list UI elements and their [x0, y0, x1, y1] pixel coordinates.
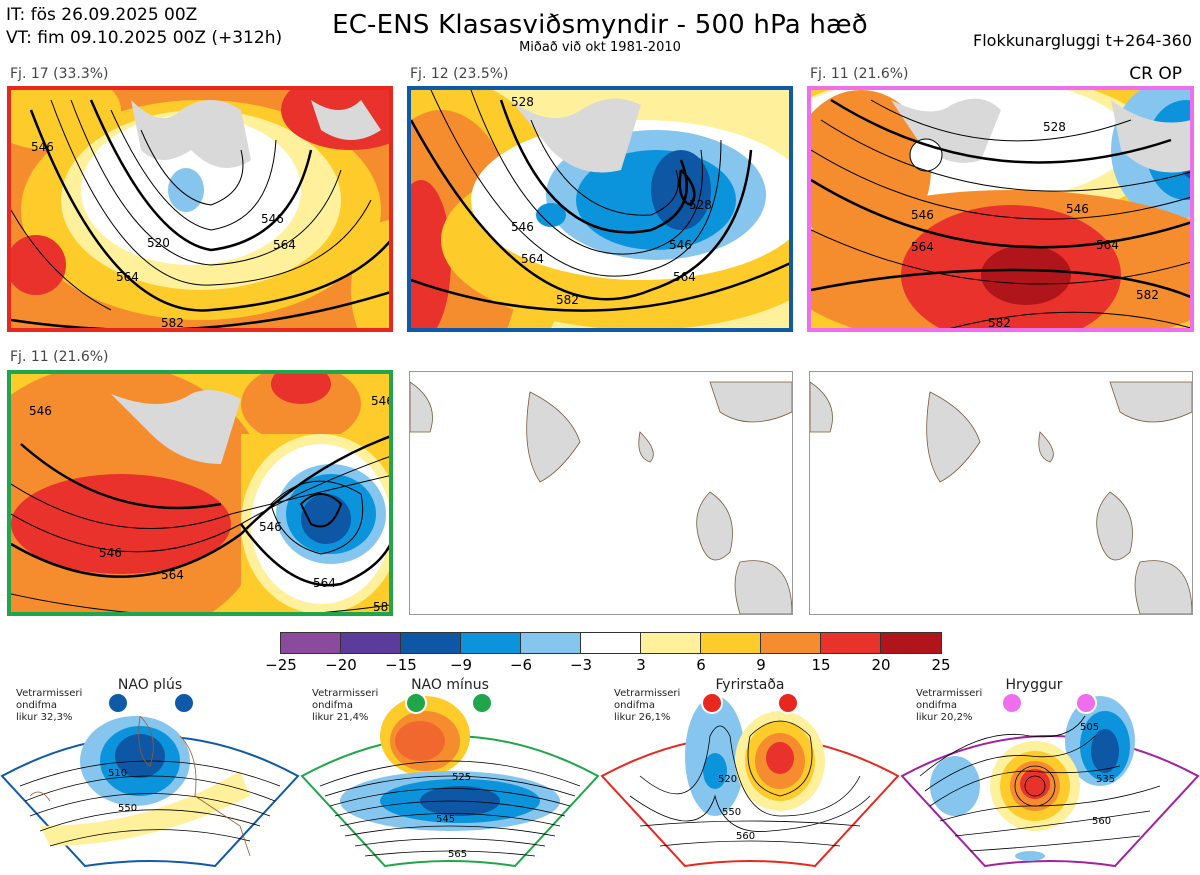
regime-note: Vetrarmisseri ondifma likur 20,2%	[916, 688, 983, 723]
regime-nao-plus: 510 550	[0, 676, 300, 871]
regime-contour-label: 560	[736, 831, 756, 842]
empty-map-panel	[809, 371, 1193, 615]
clustering-window: Flokkunargluggi t+264-360	[973, 31, 1192, 50]
colorbar-tick: −9	[449, 656, 473, 674]
regime-contour-label: 565	[448, 849, 468, 860]
regime-note: Vetrarmisseri ondifma likur 21,4%	[312, 688, 379, 723]
contour-label: 564	[116, 270, 139, 284]
empty-map-panel	[409, 371, 793, 615]
contour-label: 564	[273, 238, 296, 252]
colorbar-tick: −25	[265, 656, 297, 674]
colorbar-swatch	[401, 633, 461, 653]
regime-title: Fyrirstaða	[715, 677, 785, 693]
regime-title: NAO mínus	[411, 677, 489, 693]
colorbar-tick: −15	[385, 656, 417, 674]
crop-label: CR OP	[1129, 64, 1182, 84]
contour-label: 582	[373, 600, 389, 614]
regime-title: NAO plús	[117, 677, 183, 693]
contour-label: 546	[259, 520, 282, 534]
cluster-3-label: Fj. 11 (21.6%)	[810, 66, 909, 82]
colorbar-swatch	[821, 633, 881, 653]
colorbar-swatch	[581, 633, 641, 653]
regime-contour-label: 545	[436, 814, 456, 825]
colorbar-swatch	[341, 633, 401, 653]
header-info: IT: fös 26.09.2025 00Z VT: fim 09.10.202…	[6, 4, 282, 50]
contour-label: 564	[911, 240, 934, 254]
page-title: EC-ENS Klasasviðsmyndir - 500 hPa hæð	[332, 10, 868, 40]
regime-contour-label: 550	[722, 807, 742, 818]
colorbar-tick: 9	[756, 656, 766, 674]
colorbar-swatch	[701, 633, 761, 653]
regime-nao-minus: 525 545 565	[300, 676, 600, 871]
cluster-2-map[interactable]: 528 546 528 564 546 564 582	[407, 86, 793, 332]
regime-ridge: 505 535 560	[900, 676, 1200, 871]
contour-label: 582	[161, 316, 184, 330]
colorbar	[280, 632, 942, 654]
contour-label: 546	[29, 404, 52, 418]
colorbar-swatch	[461, 633, 521, 653]
colorbar-tick: 15	[811, 656, 831, 674]
contour-label: 564	[521, 252, 544, 266]
colorbar-swatch	[761, 633, 821, 653]
regime-contour-label: 520	[718, 774, 738, 785]
contour-label: 528	[689, 198, 712, 212]
regime-contour-label: 505	[1080, 722, 1100, 733]
regime-blocking: 520 550 560	[600, 676, 900, 871]
regime-note: Vetrarmisseri ondifma likur 26,1%	[614, 688, 681, 723]
colorbar-swatch	[881, 633, 941, 653]
cluster-1-map[interactable]: 546 520 546 564 582 564	[7, 86, 393, 332]
colorbar-tick: 3	[636, 656, 646, 674]
contour-label: 564	[161, 568, 184, 582]
cluster-1-label: Fj. 17 (33.3%)	[10, 66, 109, 82]
initial-time: IT: fös 26.09.2025 00Z	[6, 5, 198, 25]
contour-label: 582	[1136, 288, 1159, 302]
contour-label: 546	[911, 208, 934, 222]
regime-contour-label: 535	[1096, 774, 1116, 785]
colorbar-swatch	[641, 633, 701, 653]
colorbar-swatch	[281, 633, 341, 653]
cluster-4-label: Fj. 11 (21.6%)	[10, 349, 109, 365]
cluster-3-map[interactable]: 528 546 546 564 564 582 582	[807, 86, 1194, 332]
colorbar-tick: 25	[931, 656, 951, 674]
contour-label: 564	[673, 270, 696, 284]
contour-label: 528	[511, 95, 534, 109]
contour-label: 546	[31, 140, 54, 154]
regime-note: Vetrarmisseri ondifma likur 32,3%	[16, 688, 83, 723]
page-subtitle: Miðað við okt 1981-2010	[519, 40, 681, 55]
valid-time: VT: fim 09.10.2025 00Z (+312h)	[6, 28, 283, 48]
contour-label: 520	[147, 236, 170, 250]
colorbar-tick: 20	[871, 656, 891, 674]
colorbar-tick: −20	[325, 656, 357, 674]
regime-contour-label: 510	[108, 768, 128, 779]
cluster-4-map[interactable]: 546 546 546 546 564 564 582	[7, 370, 393, 616]
contour-label: 546	[1066, 202, 1089, 216]
colorbar-tick: 6	[696, 656, 706, 674]
regime-contour-label: 525	[452, 772, 472, 783]
contour-label: 546	[511, 220, 534, 234]
contour-label: 564	[1096, 238, 1119, 252]
colorbar-swatch	[521, 633, 581, 653]
contour-label: 564	[313, 576, 336, 590]
colorbar-tick: −6	[509, 656, 533, 674]
colorbar-tick: −3	[569, 656, 593, 674]
contour-label: 582	[556, 293, 579, 307]
contour-label: 546	[669, 238, 692, 252]
contour-label: 546	[371, 394, 393, 408]
contour-label: 546	[99, 546, 122, 560]
contour-label: 528	[1043, 120, 1066, 134]
regime-contour-label: 560	[1092, 816, 1112, 827]
regime-title: Hryggur	[1005, 677, 1063, 693]
contour-label: 582	[988, 316, 1011, 330]
contour-label: 546	[261, 212, 284, 226]
cluster-2-label: Fj. 12 (23.5%)	[410, 66, 509, 82]
regime-contour-label: 550	[118, 803, 138, 814]
